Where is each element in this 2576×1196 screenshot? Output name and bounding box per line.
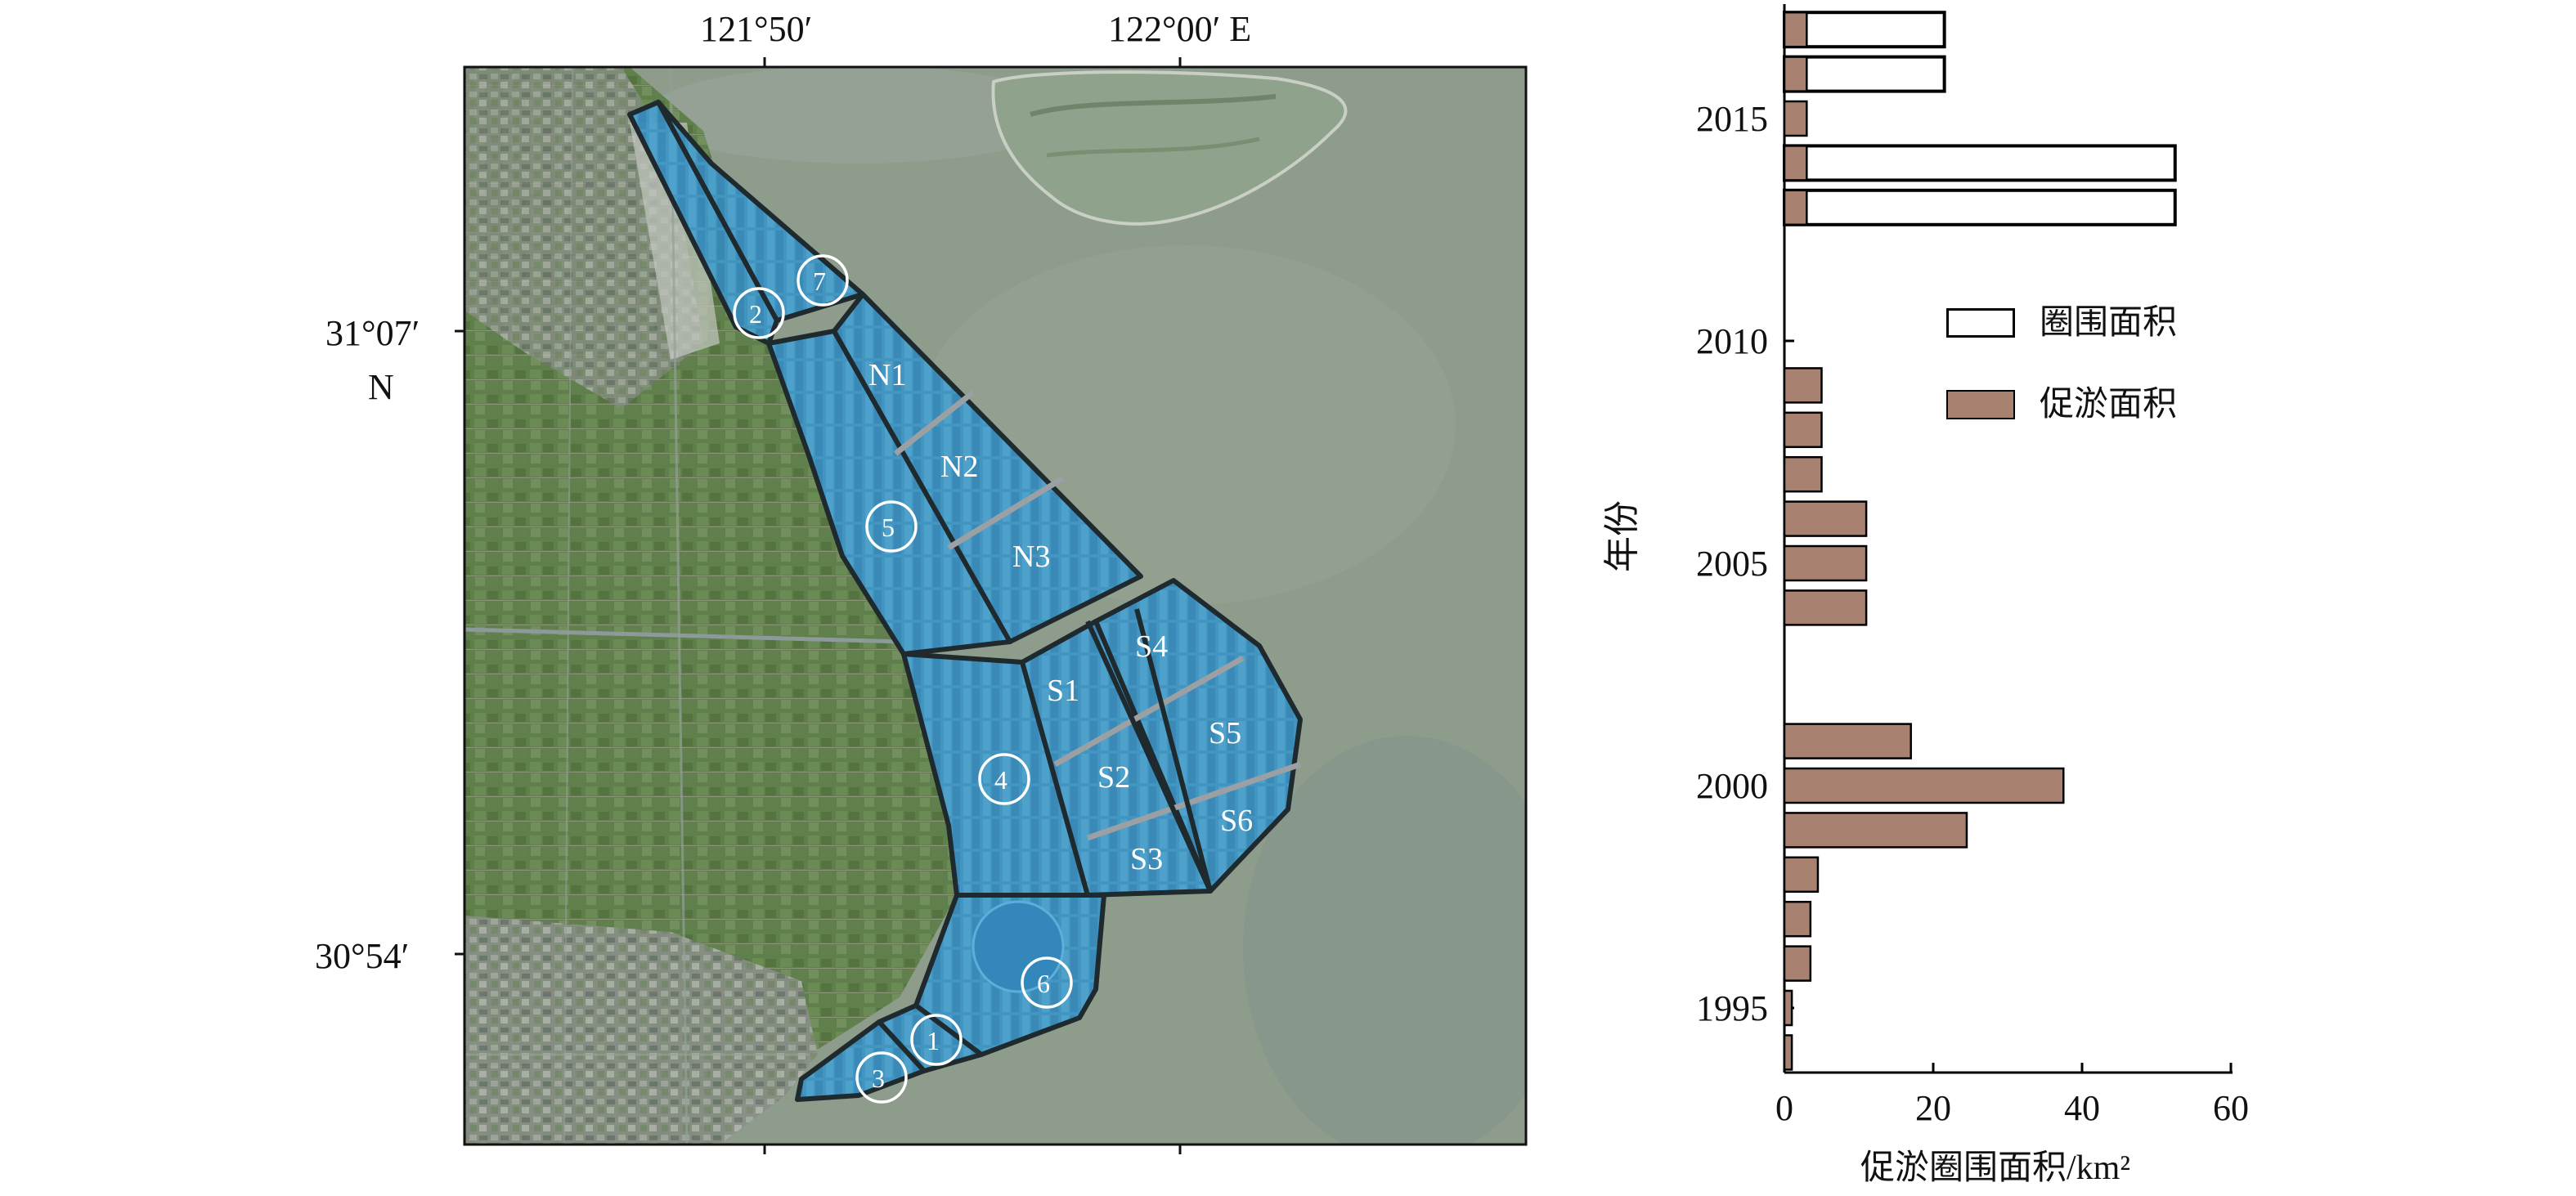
siltation-bar-1997	[1783, 900, 1812, 938]
siltation-bar-2006	[1783, 500, 1868, 537]
lon-label-2: 122°00′ E	[1108, 9, 1252, 49]
lon-label-1: 121°50′	[700, 9, 813, 49]
zone-label-s3: S3	[1130, 842, 1164, 876]
zone-label-c5: 5	[882, 513, 895, 542]
siltation-bar-1995	[1783, 989, 1793, 1027]
siltation-bar-2014	[1783, 145, 1808, 181]
zone-label-s2: S2	[1097, 760, 1131, 795]
siltation-bar-2001	[1783, 723, 1912, 759]
zone-label-c6: 6	[1037, 969, 1050, 998]
legend-label-enclosure: 圈围面积	[2040, 304, 2178, 342]
y-tick-label: 2000	[1696, 766, 1768, 806]
zone-label-c1: 1	[927, 1026, 940, 1055]
x-tick-label: 20	[1915, 1088, 1951, 1128]
legend-swatch-siltation	[1946, 390, 2015, 419]
siltation-bar-2017	[1783, 11, 1808, 48]
legend-swatch-enclosure	[1946, 308, 2015, 338]
x-tick-label: 0	[1775, 1088, 1793, 1128]
siltation-bar-1998	[1783, 856, 1820, 894]
siltation-bar-2005	[1783, 544, 1868, 582]
siltation-bar-1996	[1783, 945, 1812, 982]
zone-label-s6: S6	[1220, 804, 1254, 838]
y-tick-label: 2010	[1696, 321, 1768, 361]
zone-label-c4: 4	[994, 765, 1008, 795]
siltation-bar-2015	[1783, 100, 1808, 137]
enclosure-bar-2013	[1783, 188, 2177, 226]
y-tick-label: 2015	[1696, 99, 1768, 139]
zone-label-n1: N1	[868, 358, 907, 392]
y-tick-label: 1995	[1696, 988, 1768, 1028]
enclosure-bar-2014	[1783, 144, 2177, 182]
chart-xlabel: 促淤圈围面积/km²	[1860, 1149, 2130, 1187]
zone-n	[832, 292, 1143, 644]
siltation-bar-2004	[1783, 589, 1868, 626]
zone-label-c3: 3	[872, 1064, 885, 1093]
siltation-bar-1999	[1783, 812, 1968, 849]
lat-label-1-hemi: N	[368, 367, 394, 407]
siltation-bar-2016	[1783, 56, 1808, 92]
siltation-bar-2000	[1783, 767, 2065, 804]
chart-ylabel: 年份	[1602, 500, 1642, 572]
x-tick-label: 60	[2213, 1088, 2249, 1128]
zone-label-s1: S1	[1047, 674, 1080, 708]
zone-label-n3: N3	[1012, 540, 1051, 574]
zone-label-c2: 2	[749, 299, 762, 329]
enclosure-bar-2017	[1783, 11, 1946, 49]
siltation-bar-2008	[1783, 411, 1823, 449]
zone-label-s5: S5	[1209, 716, 1242, 750]
zone-label-s4: S4	[1135, 629, 1169, 664]
zone-label-c7: 7	[813, 267, 826, 296]
siltation-bar-2007	[1783, 455, 1823, 493]
legend: 圈围面积 促淤面积	[1946, 302, 2224, 441]
lat-label-2: 30°54′	[315, 936, 410, 976]
x-tick-label: 40	[2064, 1088, 2100, 1128]
siltation-bar-2009	[1783, 367, 1823, 404]
lat-label-1: 31°07′	[325, 313, 420, 353]
siltation-bar-2013	[1783, 189, 1808, 226]
siltation-bar-1994	[1783, 1034, 1793, 1071]
legend-label-siltation: 促淤面积	[2040, 386, 2178, 423]
y-tick-label: 2005	[1696, 544, 1768, 584]
zone-label-n2: N2	[940, 450, 979, 484]
enclosure-bar-2016	[1783, 55, 1946, 93]
